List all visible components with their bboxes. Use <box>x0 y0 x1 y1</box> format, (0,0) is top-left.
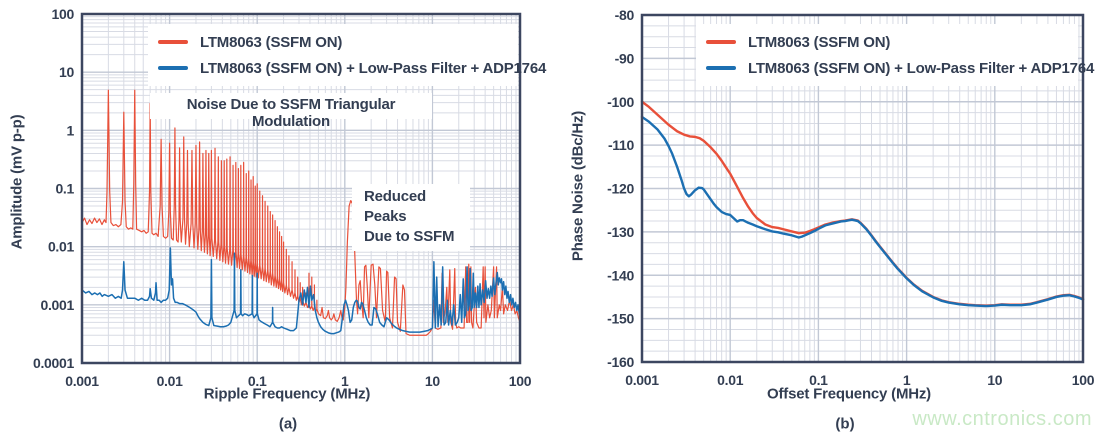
y-tick-label: -120 <box>607 181 634 197</box>
x-tick-label: 0.01 <box>717 372 744 388</box>
legend-line-blue-icon <box>158 66 188 70</box>
y-tick-label: 100 <box>52 6 75 22</box>
y-tick-label: -80 <box>615 7 635 23</box>
annotation-line: Reduced Peaks <box>364 188 426 225</box>
x-tick-label: 100 <box>1072 372 1095 388</box>
y-tick-label: -160 <box>607 354 634 370</box>
x-tick-label: 100 <box>509 373 532 389</box>
series-blue-a <box>81 247 521 335</box>
tick-labels-b: 0.001 0.01 0.1 1 10 100 -80 -90 -100 -110 -120 -130… <box>607 7 1095 388</box>
legend-label: LTM8063 (SSFM ON) <box>200 33 343 51</box>
y-tick-label: -150 <box>607 311 634 327</box>
legend-line-blue-icon <box>706 66 736 70</box>
y-tick-label: 0.1 <box>55 181 74 197</box>
watermark: www.cntronics.com <box>912 408 1092 430</box>
x-tick-label: 1 <box>341 373 349 389</box>
x-tick-label: 10 <box>987 372 1002 388</box>
legend-line-red-icon <box>158 40 188 44</box>
legend-item: LTM8063 (SSFM ON) <box>706 34 1078 51</box>
legend-b: LTM8063 (SSFM ON) LTM8063 (SSFM ON) + Lo… <box>696 24 1094 86</box>
x-tick-label: 0.001 <box>625 372 659 388</box>
legend-item: LTM8063 (SSFM ON) + Low-Pass Filter + AD… <box>158 60 546 77</box>
caption-b: (b) <box>835 415 855 433</box>
caption-a: (a) <box>278 415 298 433</box>
series-red-a <box>81 89 521 336</box>
x-axis-title-a: Ripple Frequency (MHz) <box>203 385 371 403</box>
y-tick-label: -100 <box>607 94 634 110</box>
annotation-reduced-peaks: Reduced Peaks Due to SSFM <box>352 184 470 251</box>
y-tick-label: -140 <box>607 267 634 283</box>
series-blue-b <box>640 115 1085 308</box>
legend-item: LTM8063 (SSFM ON) + Low-Pass Filter + AD… <box>706 60 1094 77</box>
y-tick-label: 0.01 <box>48 239 75 255</box>
legend-label: LTM8063 (SSFM ON) + Low-Pass Filter + AD… <box>200 59 547 77</box>
y-axis-title-b: Phase Noise (dBc/Hz) <box>569 110 587 262</box>
legend-a: LTM8063 (SSFM ON) LTM8063 (SSFM ON) + Lo… <box>148 24 546 86</box>
plot-border-b <box>640 13 1085 364</box>
legend-label: LTM8063 (SSFM ON) + Low-Pass Filter + AD… <box>748 59 1095 77</box>
y-tick-label: -130 <box>607 224 634 240</box>
annotation-ssfm-noise: Noise Due to SSFM Triangular Modulation <box>150 93 432 130</box>
x-tick-label: 0.1 <box>809 372 828 388</box>
y-tick-label: 0.001 <box>40 297 74 313</box>
x-tick-label: 0.01 <box>157 373 184 389</box>
tick-labels-a: 0.001 0.01 0.1 1 10 100 100 10 1 0.1 0.01 0.001 0.00… <box>33 6 532 389</box>
x-tick-label: 0.1 <box>248 373 267 389</box>
x-axis-title-b: Offset Frequency (MHz) <box>767 385 931 403</box>
y-axis-title-a: Amplitude (mV p-p) <box>8 114 26 250</box>
legend-line-red-icon <box>706 40 736 44</box>
y-tick-label: -90 <box>615 50 635 66</box>
y-tick-label: -110 <box>608 137 635 153</box>
y-tick-label: 1 <box>67 122 75 138</box>
x-tick-label: 10 <box>425 373 440 389</box>
annotation-line: Due to SSFM <box>364 228 455 245</box>
plot-border-a <box>80 12 522 365</box>
legend-label: LTM8063 (SSFM ON) <box>748 33 891 51</box>
x-tick-label: 0.001 <box>65 373 99 389</box>
y-tick-label: 10 <box>59 64 74 80</box>
x-tick-label: 1 <box>903 372 911 388</box>
y-tick-label: 0.0001 <box>33 355 75 371</box>
legend-item: LTM8063 (SSFM ON) <box>158 34 518 51</box>
